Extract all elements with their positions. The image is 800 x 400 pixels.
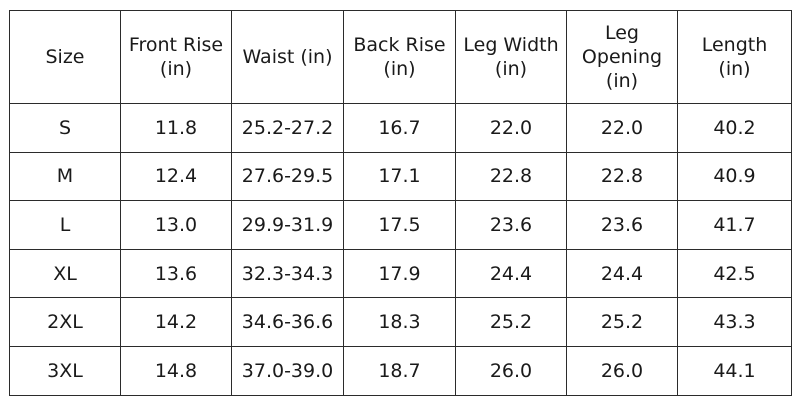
header-leg-width: Leg Width (in) [455,10,567,104]
cell-waist: 29.9-31.9 [231,200,344,250]
table-row: 2XL 14.2 34.6-36.6 18.3 25.2 25.2 43.3 [9,297,792,347]
cell-waist: 25.2-27.2 [231,103,344,153]
header-leg-opening-unit: (in) [605,70,639,92]
cell-length: 44.1 [677,345,792,396]
cell-front-rise: 13.6 [120,248,232,299]
table-row: 3XL 14.8 37.0-39.0 18.7 26.0 26.0 44.1 [9,345,792,396]
header-back-rise-label: Back Rise [353,34,446,56]
header-waist: Waist (in) [231,10,344,104]
cell-front-rise: 11.8 [120,103,232,153]
cell-waist: 34.6-36.6 [231,297,344,347]
header-length: Length (in) [677,10,792,104]
cell-length: 43.3 [677,297,792,347]
cell-waist: 37.0-39.0 [231,345,344,396]
table-header: Size Front Rise (in) Waist (in) Back Ris… [9,10,792,104]
header-length-unit: (in) [718,58,751,80]
header-leg-opening-label-2: Opening [581,46,663,68]
cell-length: 41.7 [677,200,792,250]
cell-leg-width: 25.2 [455,297,567,347]
cell-leg-opening: 26.0 [566,345,678,396]
cell-back-rise: 18.3 [343,297,456,347]
header-size: Size [9,10,121,104]
cell-size: XL [9,248,121,299]
header-front-rise: Front Rise (in) [120,10,232,104]
cell-waist: 27.6-29.5 [231,151,344,202]
header-leg-opening: Leg Opening (in) [566,10,678,104]
cell-leg-width: 22.8 [455,151,567,202]
cell-leg-opening: 22.8 [566,151,678,202]
cell-leg-width: 24.4 [455,248,567,299]
table-body: S 11.8 25.2-27.2 16.7 22.0 22.0 40.2 M 1… [9,103,792,396]
header-back-rise-unit: (in) [383,58,416,80]
cell-leg-width: 23.6 [455,200,567,250]
header-size-label: Size [45,46,85,68]
cell-leg-opening: 24.4 [566,248,678,299]
cell-back-rise: 18.7 [343,345,456,396]
cell-length: 40.2 [677,103,792,153]
cell-front-rise: 14.2 [120,297,232,347]
cell-front-rise: 14.8 [120,345,232,396]
cell-back-rise: 17.1 [343,151,456,202]
cell-length: 42.5 [677,248,792,299]
header-length-label: Length [701,34,768,56]
cell-leg-width: 26.0 [455,345,567,396]
header-leg-width-unit: (in) [494,58,528,80]
table-row: M 12.4 27.6-29.5 17.1 22.8 22.8 40.9 [9,151,792,202]
cell-waist: 32.3-34.3 [231,248,344,299]
header-row: Size Front Rise (in) Waist (in) Back Ris… [9,10,792,104]
cell-size: 2XL [9,297,121,347]
cell-leg-opening: 22.0 [566,103,678,153]
cell-front-rise: 13.0 [120,200,232,250]
header-front-rise-unit: (in) [159,58,193,80]
header-waist-label: Waist (in) [242,46,333,68]
header-front-rise-label: Front Rise [128,34,224,56]
cell-leg-opening: 23.6 [566,200,678,250]
size-chart-table: Size Front Rise (in) Waist (in) Back Ris… [9,10,792,396]
header-leg-opening-label-1: Leg [604,22,639,44]
cell-size: S [9,103,121,153]
cell-size: M [9,151,121,202]
cell-back-rise: 16.7 [343,103,456,153]
table-row: L 13.0 29.9-31.9 17.5 23.6 23.6 41.7 [9,200,792,250]
cell-back-rise: 17.5 [343,200,456,250]
cell-leg-width: 22.0 [455,103,567,153]
cell-length: 40.9 [677,151,792,202]
table-row: XL 13.6 32.3-34.3 17.9 24.4 24.4 42.5 [9,248,792,299]
cell-leg-opening: 25.2 [566,297,678,347]
header-leg-width-label: Leg Width [463,34,559,56]
cell-size: L [9,200,121,250]
cell-size: 3XL [9,345,121,396]
table-row: S 11.8 25.2-27.2 16.7 22.0 22.0 40.2 [9,103,792,153]
cell-back-rise: 17.9 [343,248,456,299]
cell-front-rise: 12.4 [120,151,232,202]
header-back-rise: Back Rise (in) [343,10,456,104]
